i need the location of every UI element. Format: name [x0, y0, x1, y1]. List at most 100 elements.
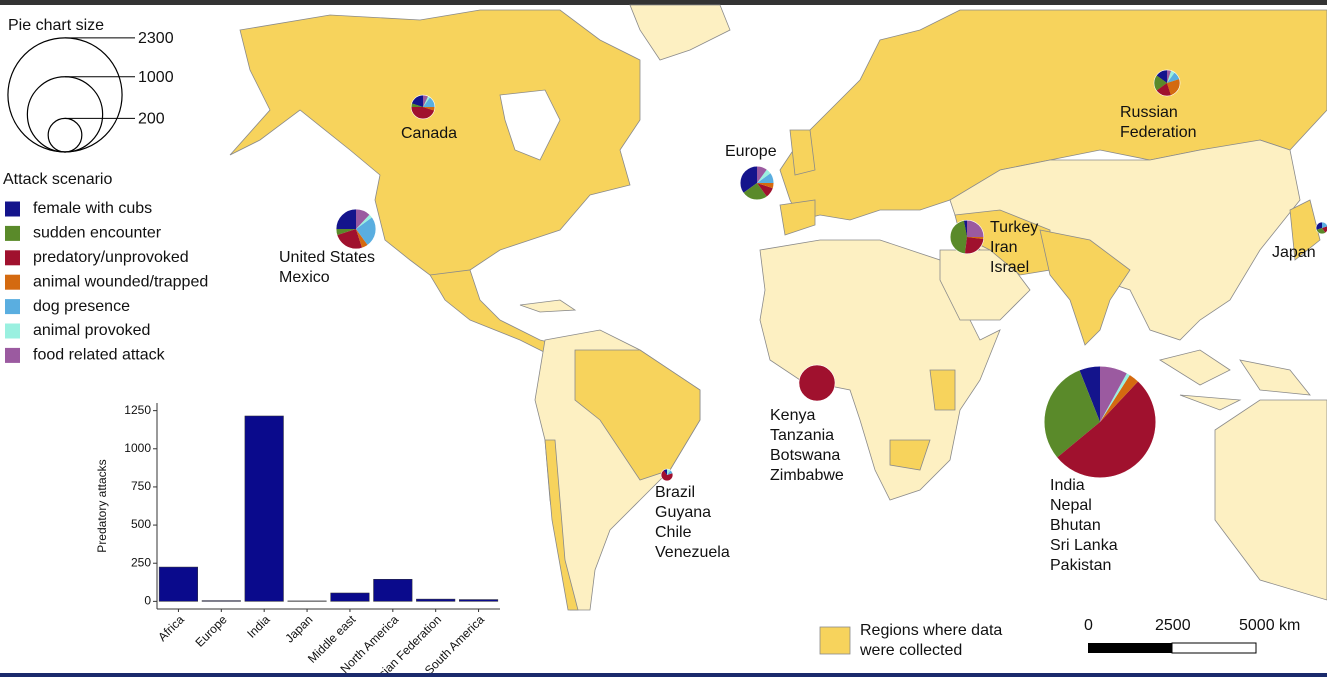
y-tick-label: 1250	[124, 403, 151, 417]
region-label: Federation	[1120, 124, 1197, 141]
pie-slice	[1100, 366, 1127, 422]
size-label: 2300	[138, 30, 174, 47]
pie-slice	[1056, 381, 1156, 478]
region-label: Venezuela	[655, 544, 730, 561]
bar-chart: 0 250 500 750 1000 1250 Predatory attacks Afric…	[95, 403, 500, 677]
x-tick-label: Africa	[155, 612, 187, 644]
pie-outline	[1043, 365, 1157, 479]
chile	[544, 439, 579, 611]
bar	[330, 592, 370, 602]
region-label: Russian	[1120, 104, 1178, 121]
australia	[1214, 399, 1327, 601]
pie-slice	[356, 209, 370, 229]
pie-slice	[356, 229, 368, 248]
japan	[1289, 199, 1321, 261]
legend-label: animal wounded/trapped	[33, 273, 208, 290]
pie-slice	[1079, 366, 1100, 422]
north-america	[229, 9, 641, 291]
pie-slice	[667, 470, 673, 475]
pie-outline	[410, 94, 436, 120]
y-axis-label: Predatory attacks	[95, 459, 109, 552]
legend-label: female with cubs	[33, 200, 152, 217]
region-label: Chile	[655, 524, 692, 541]
y-tick-label: 250	[131, 555, 151, 569]
y-tick-label: 500	[131, 517, 151, 531]
scenario-legend-title: Attack scenario	[3, 171, 112, 188]
region-label: Japan	[1272, 244, 1316, 261]
pie-slice	[967, 220, 984, 237]
pie-slice	[757, 169, 771, 183]
pie-slice	[1316, 228, 1326, 234]
legend-swatch	[5, 299, 20, 315]
size-label: 200	[138, 111, 165, 128]
pie-outline	[1315, 221, 1327, 235]
pie-slice	[1153, 75, 1167, 91]
hudson-bay	[499, 89, 561, 161]
bottom-bar	[0, 673, 1327, 677]
uk	[789, 129, 816, 176]
pie-slice	[667, 469, 671, 475]
pie-outline	[739, 165, 775, 201]
legend-swatch	[5, 323, 20, 339]
region-label: Bhutan	[1050, 517, 1101, 534]
legend-label: food related attack	[33, 347, 166, 364]
east-africa	[929, 369, 956, 411]
x-tick-label: Japan	[282, 612, 315, 645]
pie-slice	[411, 107, 435, 119]
region-label: Guyana	[655, 504, 711, 521]
bar	[244, 415, 284, 602]
se-asia-islands	[1158, 349, 1311, 411]
region-label: Brazil	[655, 484, 695, 501]
map-legend-text: Regions where data	[860, 622, 1002, 639]
region-label: Kenya	[770, 407, 815, 424]
pie-slice	[663, 469, 667, 475]
legend-swatch	[5, 274, 20, 290]
pie-slice	[743, 183, 767, 200]
pie-slice	[757, 173, 774, 183]
legend-swatch	[5, 201, 20, 217]
region-label: India	[1050, 477, 1085, 494]
map-legend: Regions where data were collected	[819, 622, 1002, 659]
pie-slice	[1316, 222, 1322, 230]
southern-africa	[889, 439, 931, 471]
x-tick-label: India	[244, 612, 273, 641]
scale-label: 2500	[1155, 617, 1191, 634]
collected-swatch	[819, 626, 851, 655]
legend-swatch	[5, 225, 20, 241]
pie-slice	[740, 166, 757, 193]
pie-slice	[356, 214, 373, 229]
pie-slice	[757, 183, 774, 197]
region-label: United States	[279, 249, 375, 266]
legend-label: animal provoked	[33, 322, 150, 339]
pie-slice	[423, 97, 435, 107]
india	[1039, 229, 1131, 346]
pie-slice	[411, 95, 423, 107]
pie-slice	[950, 220, 967, 254]
region-label: Canada	[401, 125, 457, 142]
region-label: Botswana	[770, 447, 840, 464]
pie-slice	[1156, 69, 1167, 83]
pie-outline	[335, 208, 377, 250]
size-circle	[47, 117, 83, 153]
caribbean	[519, 299, 577, 313]
region-label: Iran	[990, 239, 1018, 256]
pie-slice	[411, 103, 423, 107]
region-label: Israel	[990, 259, 1029, 276]
bar	[373, 578, 413, 602]
iberia	[779, 199, 816, 236]
pie-slice	[967, 237, 984, 240]
scale-white	[1171, 642, 1257, 654]
region-label: Tanzania	[770, 427, 834, 444]
scenario-legend: Attack scenario female with cubs sudden e…	[3, 171, 208, 363]
scale-label: 5000 km	[1239, 617, 1300, 634]
pie-slice	[1167, 69, 1172, 83]
pie-slice	[964, 237, 984, 254]
brazil	[574, 349, 701, 481]
legend-swatch	[5, 250, 20, 266]
pie-slice	[336, 209, 356, 229]
scale-black	[1088, 643, 1172, 653]
scale-bar: 0 2500 5000 km	[1084, 617, 1300, 654]
bar	[158, 566, 198, 602]
size-circle	[26, 76, 104, 153]
